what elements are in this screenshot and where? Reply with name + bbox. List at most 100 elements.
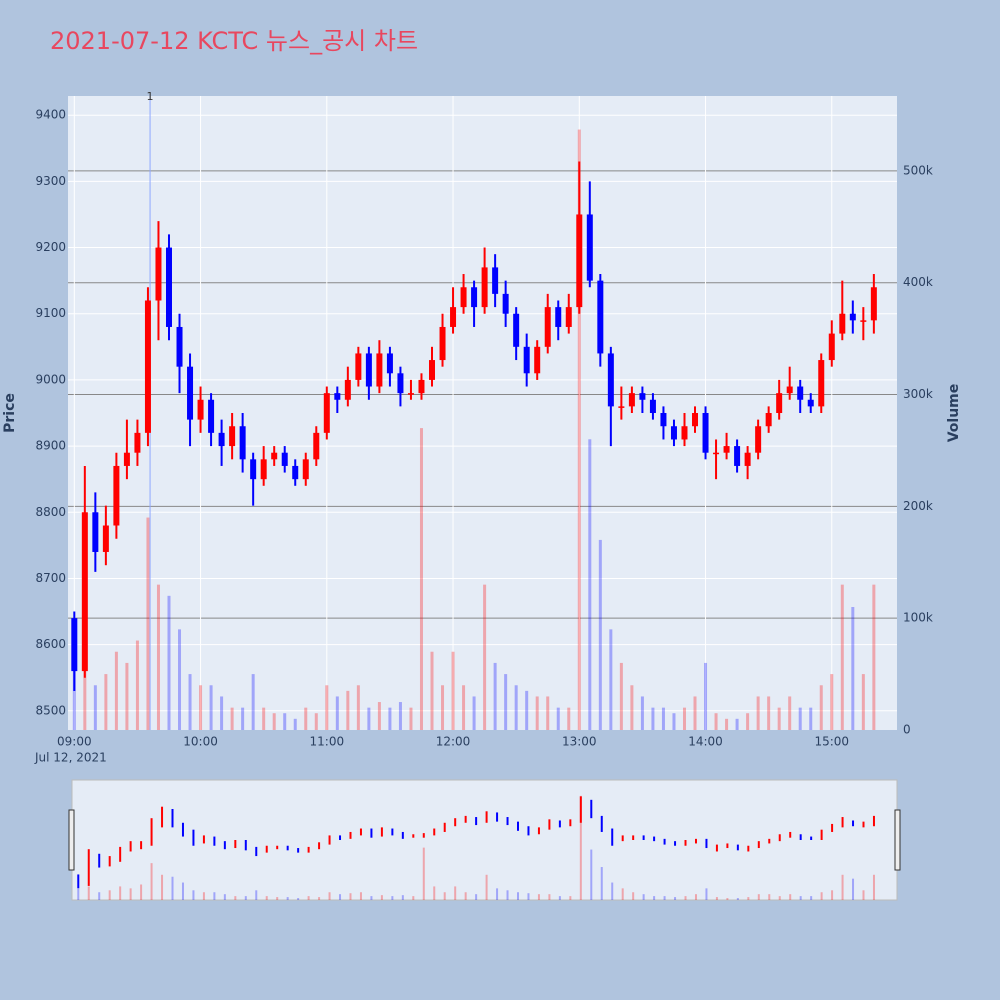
candle-body [618,406,625,408]
volume-bar [567,707,571,730]
slider-volume-bar [831,890,834,900]
slider-volume-bar [674,897,677,900]
slider-volume-bar [234,896,237,900]
volume-bar [556,707,560,730]
slider-volume-bar [579,795,582,900]
slider-volume-bar [77,888,80,900]
volume-bar [283,713,287,730]
slider-volume-bar [872,874,875,900]
slider-volume-bar [359,892,362,900]
y-tick-label: 8700 [35,571,66,585]
range-slider[interactable] [71,779,898,901]
candle-body [534,346,541,374]
candle-body [187,366,194,420]
slider-volume-bar [757,894,760,900]
y-tick-label: 8800 [35,505,66,519]
candle-body [681,426,688,440]
slider-volume-bar [87,886,90,900]
slider-volume-bar [768,894,771,900]
y-tick-label: 8600 [35,637,66,651]
candle-body [397,373,404,394]
slider-volume-bar [401,895,404,900]
slider-volume-bar [778,896,781,900]
volume-bar [251,674,255,730]
candle-body [218,432,225,447]
volume-bar [535,696,539,730]
x-tick-label: 13:00 [562,735,597,749]
volume-bar [682,707,686,730]
slider-volume-bar [621,888,624,900]
y2-tick-label: 300k [903,387,933,401]
candle-body [734,446,741,466]
volume-bar [483,584,487,730]
volume-bar [630,685,634,730]
slider-volume-bar [527,893,530,900]
volume-bar [146,517,150,730]
slider-volume-bar [799,896,802,900]
candle-body [365,353,372,387]
volume-bar [314,713,318,730]
slider-volume-bar [255,890,258,900]
slider-volume-bar [820,892,823,900]
volume-bar [525,690,529,730]
candle-body [744,452,751,466]
y2-axis-title: Volume [946,384,962,443]
volume-bar [704,662,708,730]
candle-body [702,413,709,453]
slider-volume-bar [841,874,844,900]
volume-bar [661,707,665,730]
volume-bar [798,707,802,730]
slider-volume-bar [852,878,855,900]
slider-volume-bar [307,896,310,900]
volume-bar [441,685,445,730]
volume-bar [504,674,508,730]
x-date-label: Jul 12, 2021 [34,751,107,765]
volume-bar [514,685,518,730]
slider-volume-bar [161,874,164,900]
candle-body [870,287,877,321]
volume-bar [767,696,771,730]
volume-bar [840,584,844,730]
slider-volume-bar [181,882,184,900]
slider-volume-bar [265,896,268,900]
candle-body [344,379,351,400]
slider-volume-bar [590,849,593,900]
slider-volume-bar [202,892,205,900]
slider-volume-bar [276,897,279,900]
volume-bar [356,685,360,730]
candle-body [692,413,699,427]
candle-body [776,393,783,413]
candle-body [113,465,120,526]
candle-body [586,214,593,281]
candle-body [492,267,499,294]
volume-bar [851,607,855,730]
candle-body [229,426,236,447]
slider-volume-bar [192,890,195,900]
volume-bar [830,674,834,730]
volume-bar [93,685,97,730]
candle-body [292,465,299,480]
slider-handle-left[interactable] [68,809,75,871]
volume-bar [598,539,602,730]
volume-bar [777,707,781,730]
candle-body [176,326,183,367]
volume-bar [188,674,192,730]
slider-volume-bar [810,896,813,900]
volume-bar [430,651,434,730]
candle-body [513,313,520,347]
slider-volume-bar [433,886,436,900]
slider-volume-bar [537,894,540,900]
candle-body [250,459,257,480]
volume-bar [746,713,750,730]
slider-handle-right[interactable] [894,809,901,871]
slider-volume-bar [318,897,321,900]
candle-body [597,280,604,354]
volume-bar [83,651,87,730]
candle-body [481,267,488,308]
volume-bar [493,662,497,730]
candle-body [765,413,772,427]
y2-tick-label: 500k [903,163,933,177]
y-tick-label: 8500 [35,703,66,717]
y2-tick-label: 100k [903,611,933,625]
volume-bar [346,690,350,730]
